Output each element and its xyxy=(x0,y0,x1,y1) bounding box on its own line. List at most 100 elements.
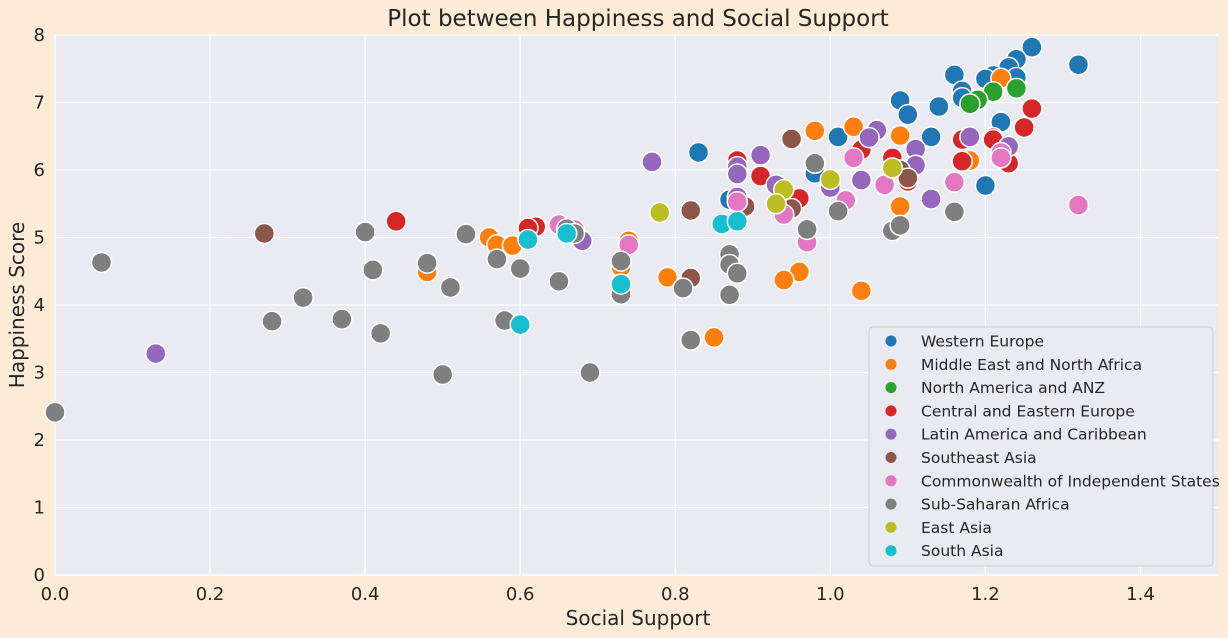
data-point xyxy=(827,200,849,222)
data-point xyxy=(641,151,663,173)
y-axis-label: Happiness Score xyxy=(5,222,29,388)
x-axis-label: Social Support xyxy=(566,606,711,630)
data-point xyxy=(1067,194,1090,216)
data-point xyxy=(897,167,919,189)
data-point xyxy=(959,93,981,115)
data-point xyxy=(385,210,407,233)
data-point xyxy=(990,147,1012,169)
data-point xyxy=(881,157,904,179)
data-point xyxy=(687,141,710,164)
data-point xyxy=(253,222,276,245)
legend-marker xyxy=(885,521,897,533)
legend-marker xyxy=(885,405,897,417)
data-point xyxy=(90,251,113,274)
y-tick-label: 3 xyxy=(34,363,45,384)
legend: Western Europe Middle East and North Afri… xyxy=(868,326,1220,567)
data-point xyxy=(145,342,167,365)
data-point xyxy=(680,199,702,222)
data-point xyxy=(261,310,283,332)
legend-marker xyxy=(885,428,897,440)
data-point xyxy=(431,363,454,386)
data-point xyxy=(672,277,694,299)
y-tick-label: 5 xyxy=(34,228,45,249)
data-point xyxy=(959,126,981,148)
x-tick-label: 0.4 xyxy=(351,584,380,605)
y-tick-label: 2 xyxy=(34,430,45,451)
legend-marker xyxy=(885,475,897,487)
legend-label: Western Europe xyxy=(921,333,1044,351)
data-point xyxy=(850,280,873,302)
data-point xyxy=(850,169,873,191)
chart-title: Plot between Happiness and Social Suppor… xyxy=(387,6,888,32)
legend-marker xyxy=(885,358,897,370)
y-tick-label: 7 xyxy=(34,93,45,114)
data-point xyxy=(780,128,803,150)
legend-label: Middle East and North Africa xyxy=(921,356,1142,374)
legend-label: North America and ANZ xyxy=(921,379,1105,397)
data-point xyxy=(1005,77,1028,100)
data-point xyxy=(842,147,865,169)
legend-label: Central and Eastern Europe xyxy=(921,402,1135,420)
data-point xyxy=(765,193,787,215)
legend-label: Sub-Saharan Africa xyxy=(921,496,1070,514)
data-point xyxy=(726,163,749,185)
data-point xyxy=(369,322,392,345)
y-tick-label: 1 xyxy=(34,498,45,519)
data-point xyxy=(819,168,842,191)
data-point xyxy=(920,188,942,210)
data-point xyxy=(804,120,826,142)
data-point xyxy=(517,228,539,251)
data-point xyxy=(416,252,438,274)
data-point xyxy=(509,257,531,280)
legend-marker xyxy=(885,335,897,347)
x-tick-label: 0.8 xyxy=(661,584,690,605)
legend-marker xyxy=(885,382,897,394)
data-point xyxy=(439,276,462,299)
data-point xyxy=(749,144,772,166)
legend-label: Latin America and Caribbean xyxy=(921,426,1147,444)
data-point xyxy=(889,124,911,147)
y-tick-label: 0 xyxy=(34,565,45,586)
data-point xyxy=(44,401,66,424)
data-point xyxy=(703,326,725,349)
data-point xyxy=(858,126,880,149)
data-point xyxy=(726,210,749,233)
data-point xyxy=(718,284,741,306)
y-tick-label: 4 xyxy=(34,295,45,316)
data-point xyxy=(331,308,353,330)
x-tick-label: 1.2 xyxy=(971,584,1000,605)
legend-marker xyxy=(885,545,897,557)
legend-marker xyxy=(885,498,897,510)
data-point xyxy=(889,195,911,218)
data-point xyxy=(827,126,849,148)
x-tick-label: 0.2 xyxy=(196,584,225,605)
data-point xyxy=(951,150,973,172)
data-point xyxy=(773,269,795,291)
data-point xyxy=(579,361,601,384)
data-point xyxy=(897,103,919,126)
x-tick-label: 1.0 xyxy=(816,584,845,605)
legend-label: South Asia xyxy=(921,542,1003,560)
data-points xyxy=(44,36,1090,424)
data-point xyxy=(1067,53,1090,76)
data-point xyxy=(974,174,997,197)
data-point xyxy=(656,266,679,289)
data-point xyxy=(548,270,570,293)
data-point xyxy=(726,190,749,213)
data-point xyxy=(292,286,314,309)
data-point xyxy=(920,126,942,148)
data-point xyxy=(680,329,702,351)
data-point xyxy=(362,259,384,281)
data-point xyxy=(943,171,966,193)
data-point xyxy=(509,313,531,336)
data-point xyxy=(1013,116,1035,139)
legend-frame xyxy=(868,326,1214,567)
data-point xyxy=(455,223,477,245)
data-point xyxy=(943,201,966,223)
data-point xyxy=(649,201,671,224)
y-tick-label: 6 xyxy=(34,160,45,181)
data-point xyxy=(796,218,818,241)
legend-label: Southeast Asia xyxy=(921,449,1037,467)
data-point xyxy=(354,221,376,243)
data-point xyxy=(889,214,911,237)
